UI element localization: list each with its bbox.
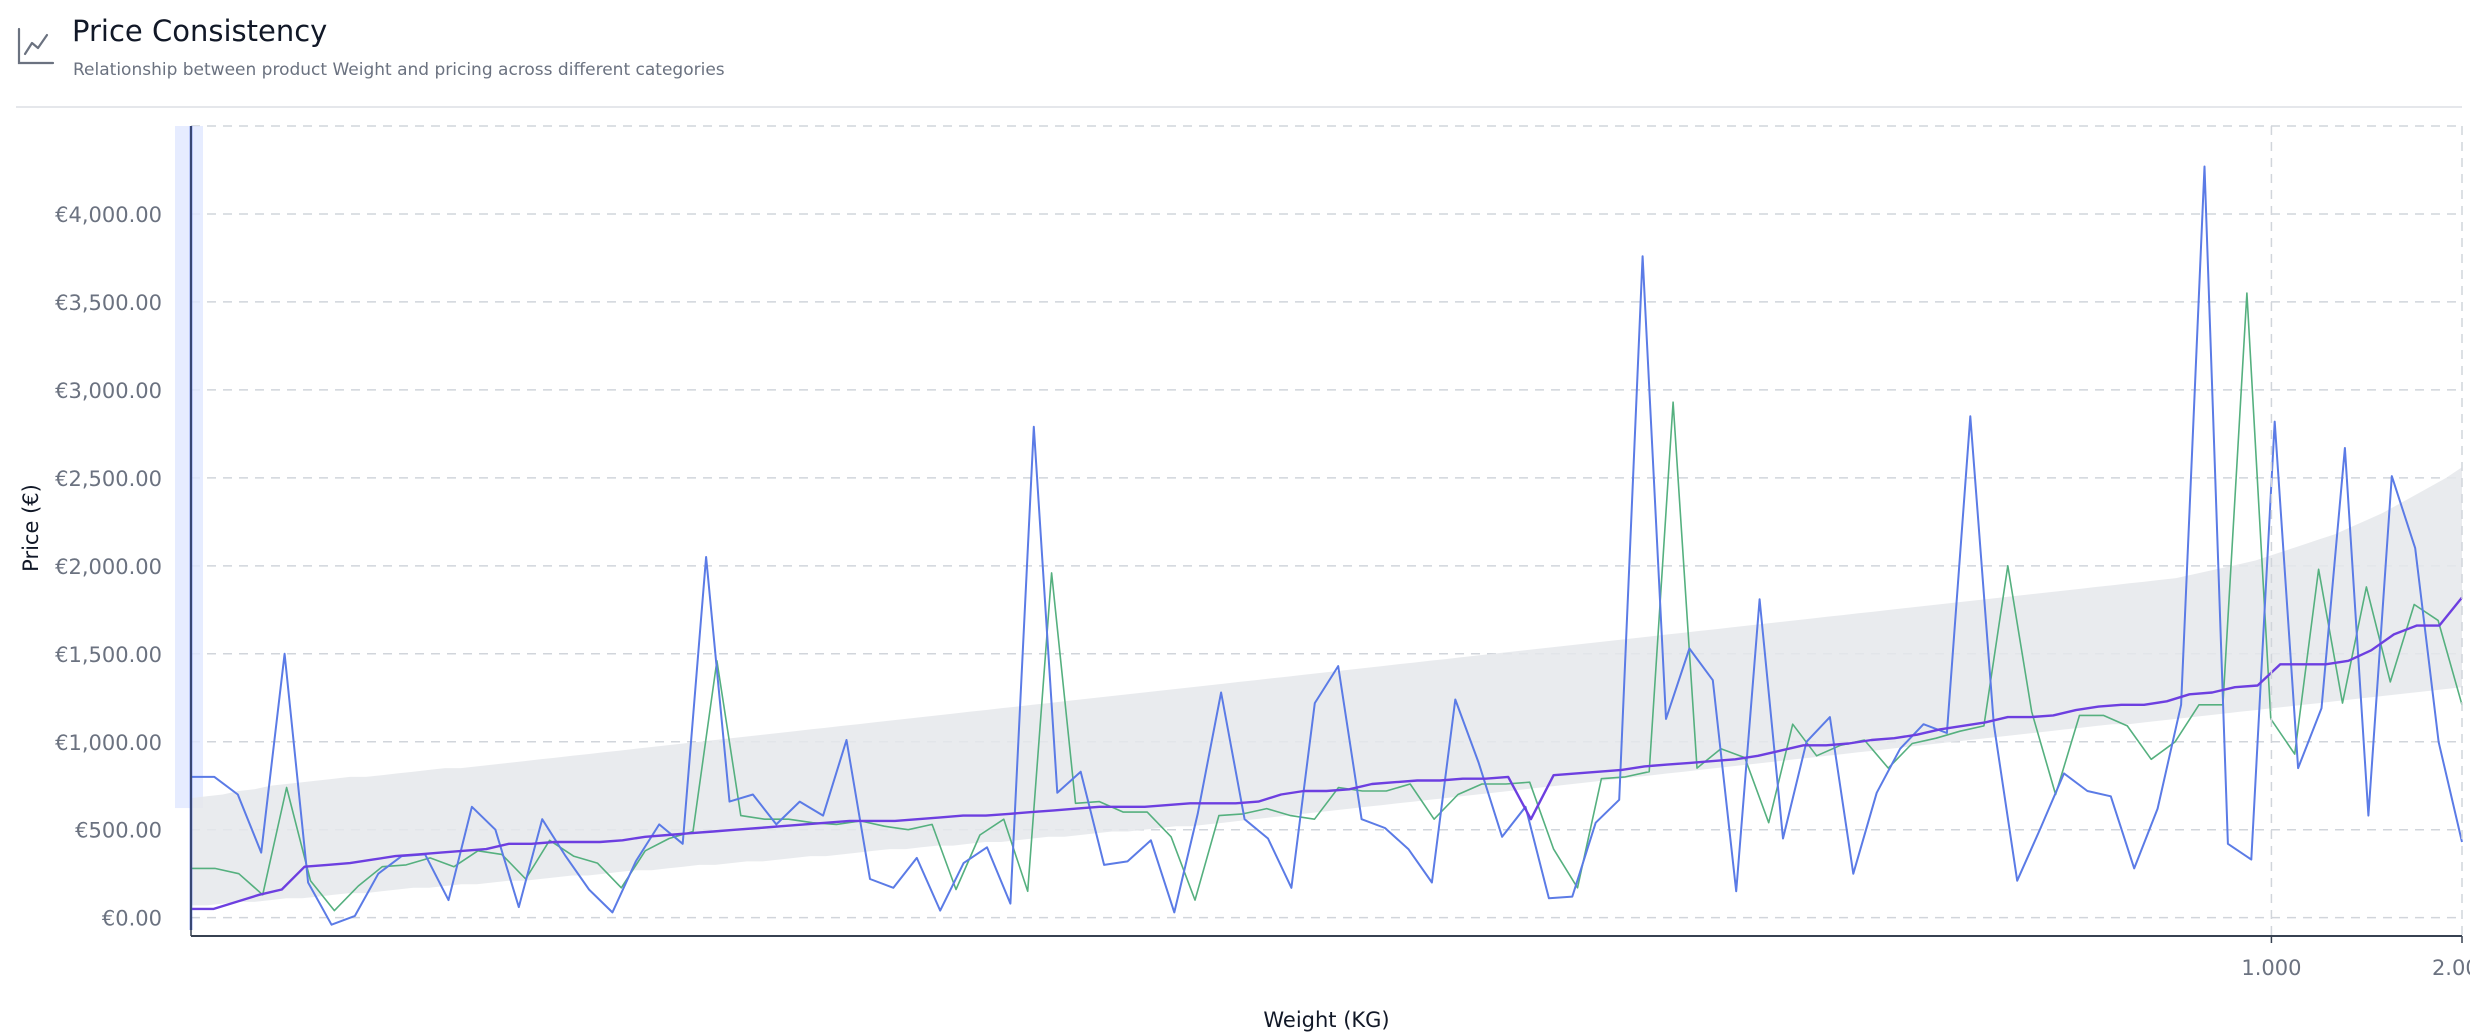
x-tick-label: 2.000	[2432, 956, 2470, 980]
y-tick-label: €2,500.00	[55, 467, 162, 491]
series-line-avg	[191, 292, 2463, 912]
header-divider	[16, 106, 2462, 108]
y-tick-label: €4,000.00	[55, 203, 162, 227]
y-tick-label: €3,500.00	[55, 291, 162, 315]
x-tick-label: 1.000	[2241, 956, 2301, 980]
y-tick-label: €3,000.00	[55, 379, 162, 403]
series-line-trend	[191, 596, 2463, 911]
page-title: Price Consistency	[72, 14, 328, 48]
y-tick-label: €1,000.00	[55, 731, 162, 755]
page-subtitle: Relationship between product Weight and …	[73, 60, 725, 80]
y-tick-label: €1,500.00	[55, 643, 162, 667]
y-tick-label: €0.00	[102, 907, 162, 931]
x-axis-ticks: 1.000 2.000	[2241, 126, 2470, 980]
series-lines	[191, 165, 2463, 926]
price-consistency-chart[interactable]: €0.00 €500.00 €1,000.00 €1,500.00 €2,000.00 €…	[0, 110, 2470, 1032]
y-axis-ticks: €0.00 €500.00 €1,000.00 €1,500.00 €2,000.00 €…	[55, 203, 162, 931]
line-chart-icon	[17, 27, 55, 65]
chart-header: Price Consistency Relationship between p…	[0, 0, 2470, 108]
hover-highlight-band	[175, 126, 203, 809]
x-axis-title: Weight (KG)	[1263, 1008, 1389, 1032]
y-tick-label: €500.00	[75, 819, 162, 843]
series-line-max	[191, 165, 2463, 926]
y-tick-label: €2,000.00	[55, 555, 162, 579]
y-axis-title: Price (€)	[19, 484, 43, 572]
axes	[190, 126, 2462, 937]
